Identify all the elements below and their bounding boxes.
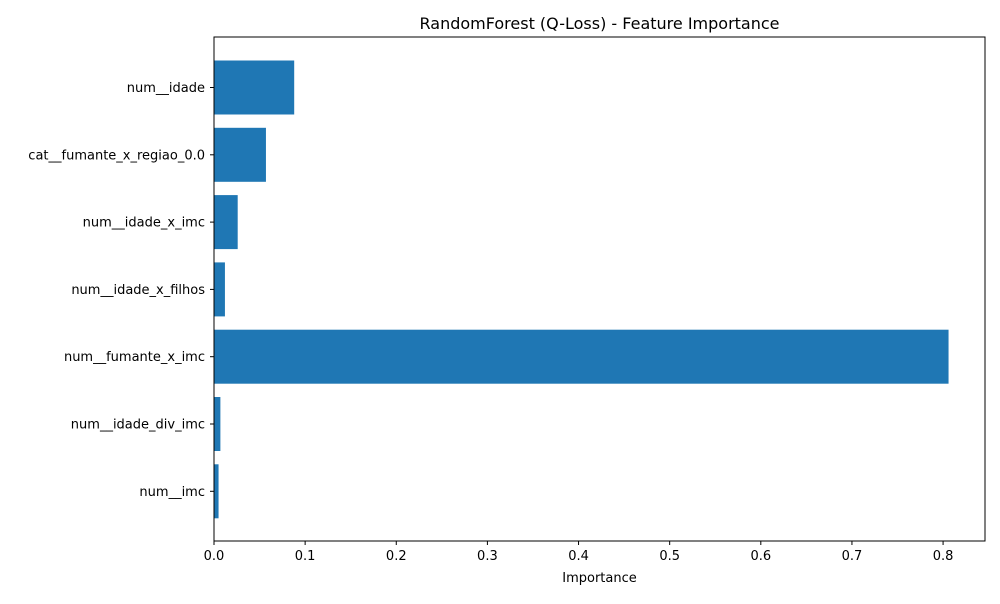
bar-num__idade xyxy=(214,60,295,115)
x-tick-label: 0.3 xyxy=(477,549,498,564)
x-axis-label: Importance xyxy=(562,571,637,586)
x-tick-label: 0.7 xyxy=(842,549,863,564)
chart-title: RandomForest (Q-Loss) - Feature Importan… xyxy=(420,14,780,33)
x-tick-label: 0.1 xyxy=(295,549,316,564)
y-tick-label: cat__fumante_x_regiao_0.0 xyxy=(28,148,205,163)
bar-num__imc xyxy=(214,464,219,519)
x-tick-label: 0.0 xyxy=(204,549,225,564)
plot-frame xyxy=(213,36,986,542)
bars-layer xyxy=(214,60,949,519)
bar-cat__fumante_x_regiao_0.0 xyxy=(214,127,266,182)
bar-num__idade_x_filhos xyxy=(214,262,225,317)
y-tick-label: num__idade xyxy=(127,81,205,96)
y-tick-label: num__idade_x_imc xyxy=(83,216,205,231)
x-tick-label: 0.8 xyxy=(933,549,954,564)
bar-num__fumante_x_imc xyxy=(214,329,949,384)
bar-num__idade_div_imc xyxy=(214,397,221,451)
y-tick-label: num__fumante_x_imc xyxy=(64,350,205,365)
x-tick-label: 0.2 xyxy=(386,549,407,564)
y-tick-label: num__idade_x_filhos xyxy=(71,283,205,298)
x-tick-label: 0.6 xyxy=(750,549,771,564)
x-tick-label: 0.4 xyxy=(568,549,589,564)
x-tick-label: 0.5 xyxy=(659,549,680,564)
y-tick-label: num__imc xyxy=(139,485,205,500)
ticks-layer: num__idade cat__fumante_x_regiao_0.0 num__… xyxy=(28,81,953,564)
y-tick-label: num__idade_div_imc xyxy=(71,418,205,433)
bar-num__idade_x_imc xyxy=(214,195,238,250)
